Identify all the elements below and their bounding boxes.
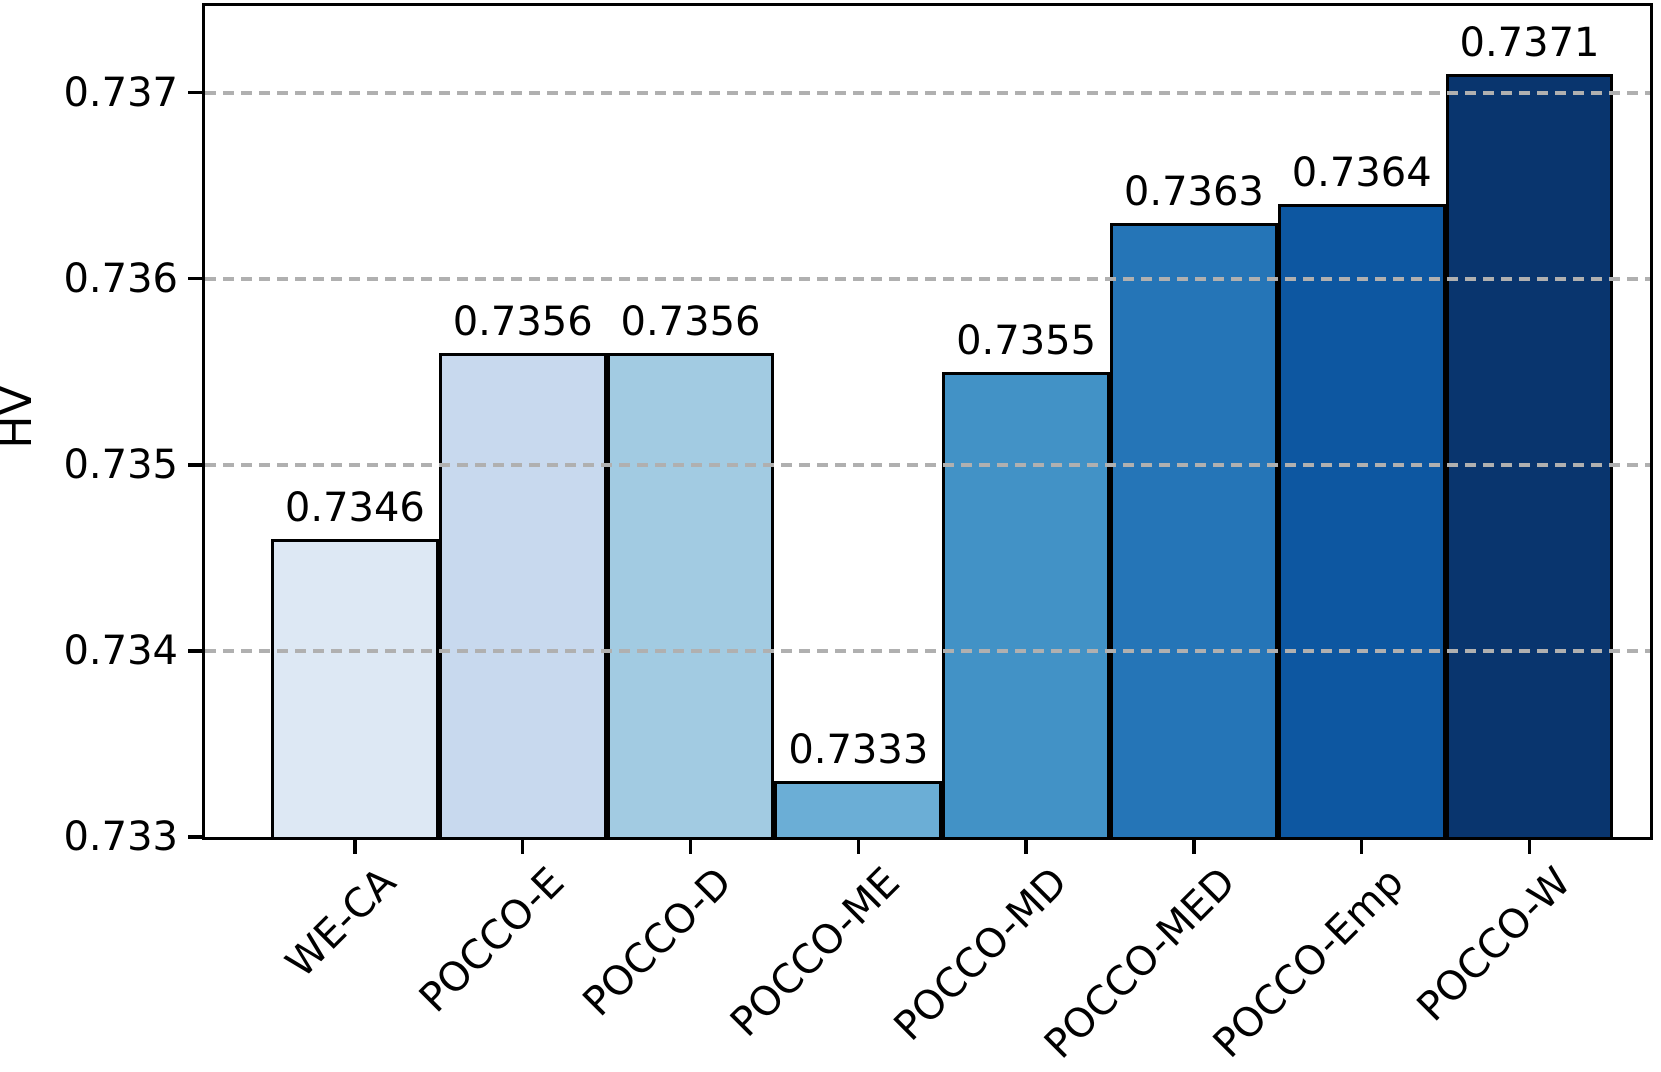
ytick-label-0.737: 0.737 (63, 69, 178, 116)
bar-POCCO-D (606, 353, 775, 837)
xtick-label-POCCO-ME: POCCO-ME (721, 859, 909, 1046)
bar-value-label-POCCO-D: 0.7356 (620, 299, 761, 346)
ytick-label-0.735: 0.735 (63, 441, 178, 488)
xtick-mark-POCCO-W (1527, 840, 1532, 854)
xtick-label-WE-CA: WE-CA (277, 859, 406, 987)
xtick-label-POCCO-D: POCCO-D (574, 859, 742, 1026)
bar-POCCO-Emp (1277, 204, 1446, 837)
ytick-mark-0.737 (188, 90, 202, 95)
bar-value-label-POCCO-W: 0.7371 (1459, 19, 1600, 66)
xtick-mark-POCCO-MD (1024, 840, 1028, 854)
bar-value-label-POCCO-MED: 0.7363 (1123, 168, 1264, 215)
bar-POCCO-E (438, 353, 607, 837)
xtick-mark-POCCO-Emp (1359, 840, 1364, 854)
xtick-label-POCCO-W: POCCO-W (1408, 859, 1581, 1031)
xtick-mark-POCCO-E (520, 840, 525, 854)
bar-WE-CA (271, 539, 439, 837)
bar-value-label-POCCO-Emp: 0.7364 (1291, 150, 1432, 197)
gridline-0.736 (205, 276, 1650, 281)
bar-value-label-POCCO-MD: 0.7355 (956, 317, 1097, 364)
ytick-mark-0.733 (188, 835, 202, 839)
bar-value-label-WE-CA: 0.7346 (284, 485, 425, 532)
bar-value-label-POCCO-ME: 0.7333 (788, 727, 929, 774)
bar-POCCO-MED (1110, 222, 1278, 837)
ytick-label-0.736: 0.736 (63, 255, 178, 302)
xtick-label-POCCO-E: POCCO-E (410, 859, 574, 1022)
gridline-0.737 (205, 90, 1650, 95)
bar-POCCO-W (1445, 73, 1614, 837)
bar-POCCO-MD (942, 371, 1110, 837)
bar-POCCO-ME (774, 781, 943, 837)
ytick-label-0.733: 0.733 (63, 814, 178, 860)
bar-value-label-POCCO-E: 0.7356 (452, 299, 593, 346)
ytick-mark-0.736 (188, 276, 202, 281)
ytick-mark-0.735 (188, 463, 202, 467)
gridline-0.735 (205, 462, 1650, 467)
ytick-mark-0.734 (188, 649, 202, 653)
plot-area: 0.7346 0.7356 0.7356 0.7333 0.7355 0.7363 0.73… (202, 3, 1653, 840)
xtick-mark-WE-CA (353, 840, 357, 854)
ytick-label-0.734: 0.734 (63, 627, 178, 674)
xtick-mark-POCCO-MED (1192, 840, 1196, 854)
gridline-0.734 (205, 648, 1650, 653)
xtick-mark-POCCO-D (688, 840, 693, 854)
xtick-mark-POCCO-ME (856, 840, 861, 854)
